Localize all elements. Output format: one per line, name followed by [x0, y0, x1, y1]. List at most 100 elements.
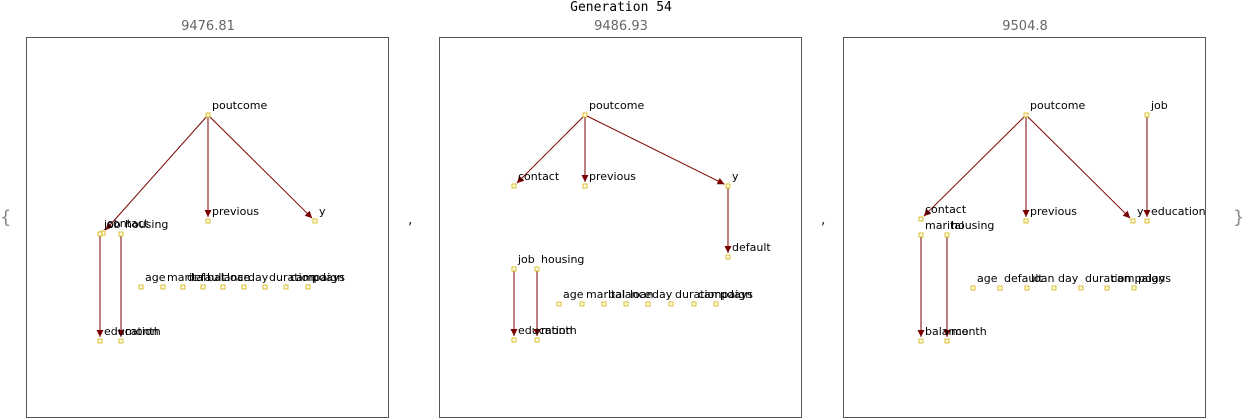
- node-y-marker: [725, 183, 731, 189]
- node-education-label: education: [1151, 205, 1206, 218]
- node-month-marker: [944, 338, 950, 344]
- generation-title: Generation 54: [570, 0, 672, 15]
- node-default-label: default: [1004, 272, 1043, 285]
- graph-1-panel: poutcome contact previous y job housing age mar…: [26, 37, 389, 418]
- node-campaign-marker: [1104, 285, 1110, 291]
- node-y-marker: [1130, 218, 1136, 224]
- node-loan-label: loan: [227, 271, 251, 284]
- node-month-marker: [118, 338, 124, 344]
- node-marital-label: marital: [586, 288, 625, 301]
- node-y-marker: [312, 218, 318, 224]
- node-campaign-label: campaign: [290, 271, 344, 284]
- edge-poutcome-contact: [105, 114, 209, 231]
- node-housing-label: housing: [125, 218, 168, 231]
- graph-2-score: 9486.93: [594, 19, 648, 34]
- node-default-marker: [997, 285, 1003, 291]
- node-duration-label: duration: [269, 271, 315, 284]
- edge-poutcome-y: [207, 114, 313, 219]
- node-housing-marker: [534, 266, 540, 272]
- node-day-marker: [241, 284, 247, 290]
- node-previous-label: previous: [1030, 205, 1077, 218]
- node-previous-marker: [582, 183, 588, 189]
- graph-2-panel: poutcome contact previous y default job housin…: [439, 37, 802, 418]
- node-y-label: y: [1137, 205, 1144, 218]
- node-balance-marker: [601, 301, 607, 307]
- graph-1-score: 9476.81: [181, 19, 235, 34]
- node-marital-marker: [579, 301, 585, 307]
- open-brace: {: [0, 207, 12, 228]
- node-contact-label: contact: [518, 170, 560, 183]
- node-pdays-label: pdays: [720, 288, 753, 301]
- node-poutcome-label: poutcome: [589, 99, 644, 112]
- node-default-label: default: [732, 241, 771, 254]
- node-campaign-label: campaign: [1111, 272, 1165, 285]
- node-loan-label: loan: [630, 288, 654, 301]
- node-loan-marker: [1024, 285, 1030, 291]
- node-contact-marker: [918, 216, 924, 222]
- node-marital-marker: [160, 284, 166, 290]
- node-month-label: month: [541, 324, 577, 337]
- node-pdays-label: pdays: [1138, 272, 1171, 285]
- graph-1-canvas: poutcome contact previous y job housing age mar…: [96, 99, 345, 344]
- node-age-marker: [556, 301, 562, 307]
- node-education-marker: [97, 338, 103, 344]
- graph-3-canvas: poutcome job contact previous y education mari…: [917, 99, 1206, 344]
- node-age-label: age: [145, 271, 166, 284]
- node-balance-label: balance: [608, 288, 652, 301]
- node-housing-marker: [944, 232, 950, 238]
- node-job-label: job: [103, 218, 121, 231]
- edge-poutcome-y: [1025, 114, 1131, 219]
- node-contact-label: contact: [925, 203, 967, 216]
- node-loan-marker: [220, 284, 226, 290]
- node-day-marker: [645, 301, 651, 307]
- node-duration-marker: [668, 301, 674, 307]
- node-job-label: job: [1150, 99, 1168, 112]
- node-duration-label: duration: [675, 288, 721, 301]
- node-balance-marker: [200, 284, 206, 290]
- node-month-label: month: [951, 325, 987, 338]
- node-pdays-label: pdays: [312, 271, 345, 284]
- node-age-label: age: [977, 272, 998, 285]
- node-campaign-marker: [691, 301, 697, 307]
- node-age-marker: [138, 284, 144, 290]
- node-job-marker: [1144, 112, 1150, 118]
- node-job-label: job: [517, 253, 535, 266]
- node-y-label: y: [319, 205, 326, 218]
- node-job-marker: [97, 231, 103, 237]
- separator-1: ,: [408, 212, 413, 228]
- graph-2-canvas: poutcome contact previous y default job housin…: [510, 99, 771, 343]
- node-campaign-marker: [283, 284, 289, 290]
- node-education-label: education: [518, 324, 573, 337]
- node-housing-label: housing: [541, 253, 584, 266]
- node-month-marker: [534, 337, 540, 343]
- node-previous-marker: [205, 218, 211, 224]
- node-duration-marker: [262, 284, 268, 290]
- node-housing-label: housing: [951, 219, 994, 232]
- edge-poutcome-y: [584, 114, 725, 185]
- node-day-label: day: [652, 288, 673, 301]
- node-education-marker: [511, 337, 517, 343]
- node-default-label: default: [187, 271, 226, 284]
- node-previous-label: previous: [589, 170, 636, 183]
- node-pdays-marker: [713, 301, 719, 307]
- node-contact-label: contact: [107, 217, 149, 230]
- node-housing-marker: [118, 231, 124, 237]
- node-duration-label: duration: [1085, 272, 1131, 285]
- node-day-label: day: [248, 271, 269, 284]
- node-default-marker: [725, 254, 731, 260]
- node-previous-label: previous: [212, 205, 259, 218]
- node-balance-label: balance: [207, 271, 251, 284]
- node-month-label: month: [125, 325, 161, 338]
- node-marital-label: marital: [925, 219, 964, 232]
- node-marital-marker: [918, 232, 924, 238]
- node-day-marker: [1051, 285, 1057, 291]
- node-job-marker: [511, 266, 517, 272]
- node-poutcome-marker: [582, 112, 588, 118]
- node-poutcome-marker: [205, 112, 211, 118]
- node-default-marker: [180, 284, 186, 290]
- node-previous-marker: [1023, 218, 1029, 224]
- node-poutcome-marker: [1023, 112, 1029, 118]
- close-brace: }: [1233, 208, 1242, 228]
- node-day-label: day: [1058, 272, 1079, 285]
- node-loan-label: loan: [1031, 272, 1055, 285]
